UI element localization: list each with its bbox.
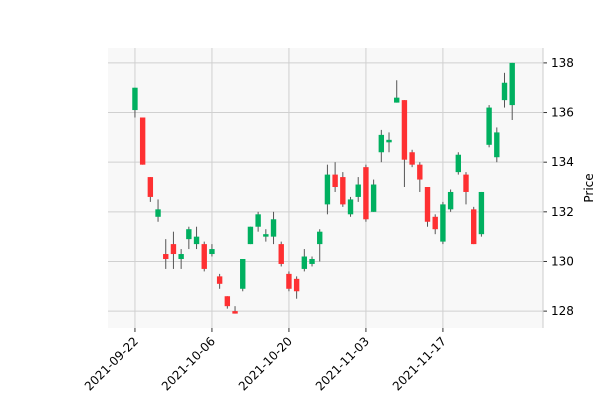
candle-body	[224, 296, 231, 307]
candle-body	[263, 234, 269, 237]
candle-body	[447, 191, 454, 210]
candle-body	[386, 139, 392, 143]
candle-body	[370, 184, 377, 212]
candle-body	[355, 184, 361, 197]
candle-body	[424, 187, 431, 222]
y-tick-label: 136	[551, 106, 574, 120]
candle-body	[286, 273, 292, 289]
candle-body	[417, 164, 423, 180]
candle-body	[201, 244, 207, 269]
candle-body	[501, 82, 508, 101]
candle-body	[147, 177, 154, 197]
x-tick-label: 2021-09-22	[82, 334, 141, 393]
x-tick-label: 2021-10-06	[159, 334, 218, 393]
candle-body	[455, 154, 462, 173]
candle-body	[509, 62, 515, 106]
candle-body	[293, 278, 300, 292]
candle-body	[270, 219, 277, 237]
candle-body	[309, 258, 315, 264]
x-tick-label: 2021-11-03	[313, 334, 372, 393]
candle-body	[186, 229, 192, 240]
candle-body	[255, 214, 261, 227]
candle-body	[301, 256, 308, 269]
candle-body	[317, 231, 323, 245]
candle-body	[363, 167, 369, 220]
candle-body	[340, 177, 346, 205]
candle-body	[139, 117, 146, 165]
candle-body	[247, 226, 254, 245]
candle-body	[471, 209, 477, 245]
candle-body	[163, 254, 169, 259]
candle-body	[409, 152, 415, 165]
candle-body	[240, 258, 246, 289]
y-tick-label: 134	[551, 155, 574, 169]
x-tick-label: 2021-10-20	[236, 334, 295, 393]
candle-body	[324, 174, 331, 205]
candle-body	[394, 97, 400, 103]
candle-body	[170, 244, 177, 255]
candle-body	[401, 100, 408, 160]
candle-body	[155, 209, 161, 217]
candle-body	[132, 87, 138, 111]
candle-body	[440, 204, 446, 242]
candle-body	[347, 199, 354, 215]
x-tick-label: 2021-11-17	[390, 334, 449, 393]
y-tick-label: 130	[551, 254, 574, 268]
candle-body	[178, 254, 184, 259]
candle-body	[378, 134, 385, 153]
candle-body	[494, 132, 500, 158]
y-axis-label: Price	[582, 173, 596, 202]
candle-body	[332, 174, 338, 188]
candle-body	[486, 107, 492, 145]
candle-body	[216, 276, 223, 284]
candle-body	[463, 174, 469, 192]
candle-body	[209, 249, 215, 255]
y-tick-label: 138	[551, 56, 574, 70]
candle-body	[478, 191, 485, 235]
candle-body	[432, 216, 438, 230]
candle-body	[193, 236, 200, 245]
candle-body	[232, 311, 238, 314]
candle-body	[278, 244, 284, 264]
y-tick-label: 132	[551, 205, 574, 219]
y-tick-label: 128	[551, 304, 574, 318]
